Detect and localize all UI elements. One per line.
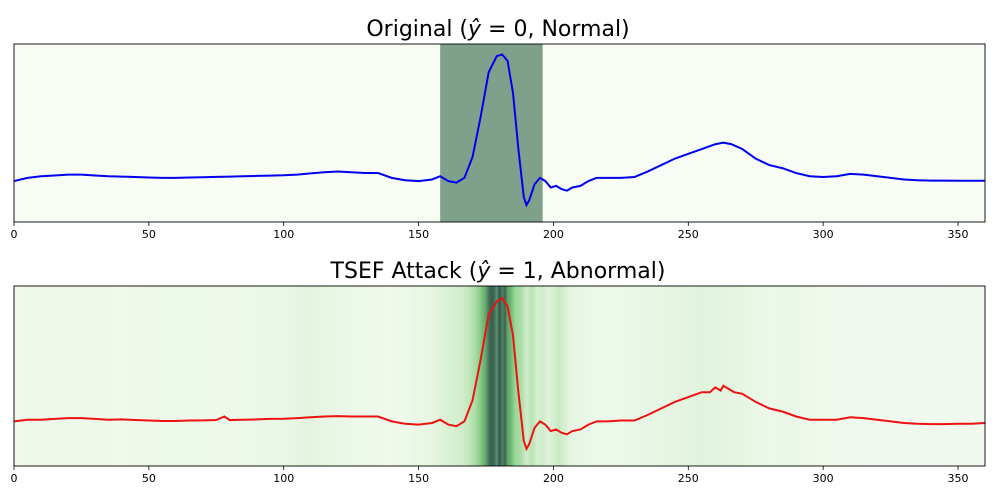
x-tick-label: 250 (678, 228, 699, 241)
x-axis: 0 50 100 150 200 250 300 350 (11, 466, 969, 485)
x-tick-label: 100 (273, 228, 294, 241)
x-tick-label: 100 (273, 472, 294, 485)
heatmap-band (14, 286, 985, 466)
x-tick-label: 350 (948, 472, 969, 485)
plot-frame (13, 285, 986, 467)
chart-title: TSEF Attack (ŷ = 1, Abnormal) (330, 259, 666, 284)
chart-original: Original (ŷ = 0, Normal) 0 50 100 150 200 250… (11, 17, 986, 241)
x-tick-label: 150 (408, 472, 429, 485)
plot-frame (13, 43, 986, 223)
x-tick-label: 200 (543, 228, 564, 241)
x-tick-label: 0 (11, 228, 18, 241)
x-tick-label: 0 (11, 472, 18, 485)
series-line (13, 296, 986, 452)
x-tick-label: 250 (678, 472, 699, 485)
x-tick-label: 150 (408, 228, 429, 241)
x-tick-label: 300 (813, 228, 834, 241)
series-line (13, 53, 985, 208)
x-tick-label: 300 (813, 472, 834, 485)
chart-title: Original (ŷ = 0, Normal) (366, 17, 629, 42)
x-tick-label: 200 (543, 472, 564, 485)
chart-attack: TSEF Attack (ŷ = 1, Abnormal) 0 50 100 150 2… (11, 259, 986, 485)
x-tick-label: 50 (142, 228, 156, 241)
highlight-region (440, 44, 543, 222)
x-tick-label: 350 (948, 228, 969, 241)
x-axis: 0 50 100 150 200 250 300 350 (11, 222, 969, 241)
x-tick-label: 50 (142, 472, 156, 485)
